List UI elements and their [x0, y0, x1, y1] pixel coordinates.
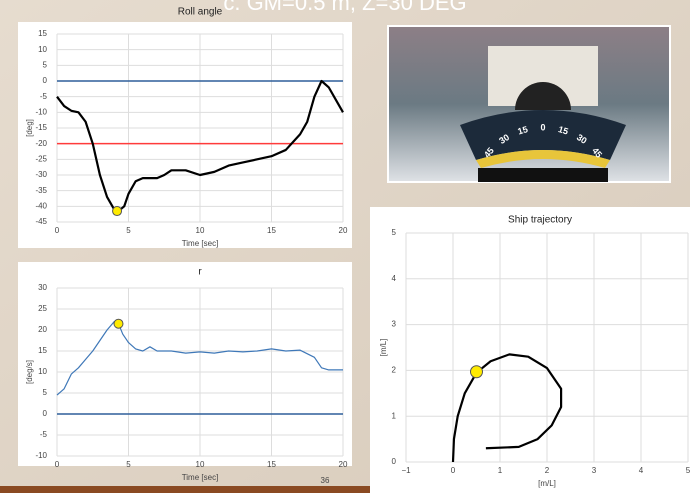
y-axis-label: [m/L]	[379, 339, 388, 357]
x-tick-label: 5	[126, 226, 131, 235]
y-axis-label: [deg/s]	[25, 360, 34, 384]
y-tick-label: -35	[35, 186, 47, 195]
x-tick-label: 1	[498, 466, 503, 475]
chart-panel	[18, 22, 352, 248]
x-tick-label: 15	[267, 460, 276, 469]
slide-title: c. GM=0.5 m, Z=30 DEG	[223, 0, 466, 15]
y-tick-label: 10	[38, 367, 47, 376]
x-tick-label: 3	[592, 466, 597, 475]
x-tick-label: −1	[401, 466, 411, 475]
y-tick-label: -15	[35, 123, 47, 132]
y-tick-label: 5	[43, 388, 48, 397]
y-tick-label: 0	[392, 457, 397, 466]
gauge-base	[478, 168, 608, 182]
y-tick-label: -10	[35, 451, 47, 460]
x-tick-label: 5	[686, 466, 690, 475]
x-tick-label: 2	[545, 466, 550, 475]
x-tick-label: 0	[55, 460, 60, 469]
y-tick-label: 4	[392, 274, 397, 283]
y-tick-label: -5	[40, 430, 48, 439]
marker	[471, 366, 483, 378]
y-tick-label: 0	[43, 409, 48, 418]
y-tick-label: -10	[35, 107, 47, 116]
slide: c. GM=0.5 m, Z=30 DEG 36 4530150153045Ro…	[0, 0, 690, 493]
x-tick-label: 20	[339, 460, 348, 469]
y-tick-label: 10	[38, 45, 47, 54]
y-tick-label: 20	[38, 325, 47, 334]
chart-title: Ship trajectory	[508, 215, 572, 226]
y-tick-label: 0	[43, 76, 48, 85]
photo	[388, 26, 670, 182]
x-axis-label: [m/L]	[538, 479, 556, 488]
x-axis-label: Time [sec]	[182, 239, 219, 248]
y-tick-label: 25	[38, 304, 47, 313]
y-tick-label: -20	[35, 139, 47, 148]
x-tick-label: 15	[267, 226, 276, 235]
y-tick-label: 5	[43, 60, 48, 69]
x-tick-label: 5	[126, 460, 131, 469]
y-tick-label: 2	[392, 366, 397, 375]
y-tick-label: -45	[35, 217, 47, 226]
page-number: 36	[321, 476, 330, 485]
y-tick-label: -25	[35, 154, 47, 163]
x-tick-label: 20	[339, 226, 348, 235]
y-axis-label: [deg]	[25, 119, 34, 137]
y-tick-label: 15	[38, 346, 47, 355]
chart-panel	[370, 207, 690, 493]
x-tick-label: 4	[639, 466, 644, 475]
x-axis-label: Time [sec]	[182, 473, 219, 482]
x-tick-label: 0	[451, 466, 456, 475]
y-tick-label: 30	[38, 283, 47, 292]
y-tick-label: -5	[40, 92, 48, 101]
y-tick-label: 1	[392, 411, 397, 420]
marker	[114, 319, 123, 328]
y-tick-label: 5	[392, 228, 397, 237]
marker	[113, 207, 122, 216]
gauge-label: 0	[540, 122, 545, 132]
y-tick-label: -30	[35, 170, 47, 179]
x-tick-label: 10	[196, 226, 205, 235]
y-tick-label: 15	[38, 29, 47, 38]
y-tick-label: -40	[35, 201, 47, 210]
x-tick-label: 10	[196, 460, 205, 469]
x-tick-label: 0	[55, 226, 60, 235]
y-tick-label: 3	[392, 320, 397, 329]
chart-title: Roll angle	[178, 7, 223, 18]
